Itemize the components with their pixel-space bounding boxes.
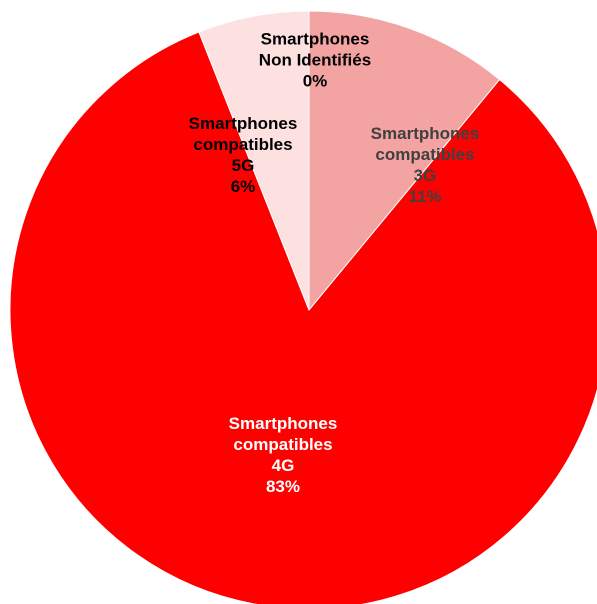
slice-label: Smartphones compatibles 5G 6% <box>189 113 298 197</box>
value-label: 11% <box>408 187 442 206</box>
pie-slice <box>308 10 501 312</box>
category-label: Smartphones compatibles 4G <box>228 414 338 475</box>
value-label: 6% <box>230 177 256 196</box>
category-label: Smartphones compatibles 3G <box>370 124 480 185</box>
category-label: Smartphones Non Identifiés <box>258 29 372 70</box>
slice-label: Smartphones compatibles 4G 83% <box>229 413 338 497</box>
slice-label: Smartphones compatibles 3G 11% <box>371 123 480 207</box>
value-label: 83% <box>265 477 301 496</box>
slice-label: Smartphones Non Identifiés 0% <box>259 29 371 92</box>
value-label: 0% <box>302 71 328 91</box>
category-label: Smartphones compatibles 5G <box>188 114 298 175</box>
pie-slice <box>9 31 597 604</box>
